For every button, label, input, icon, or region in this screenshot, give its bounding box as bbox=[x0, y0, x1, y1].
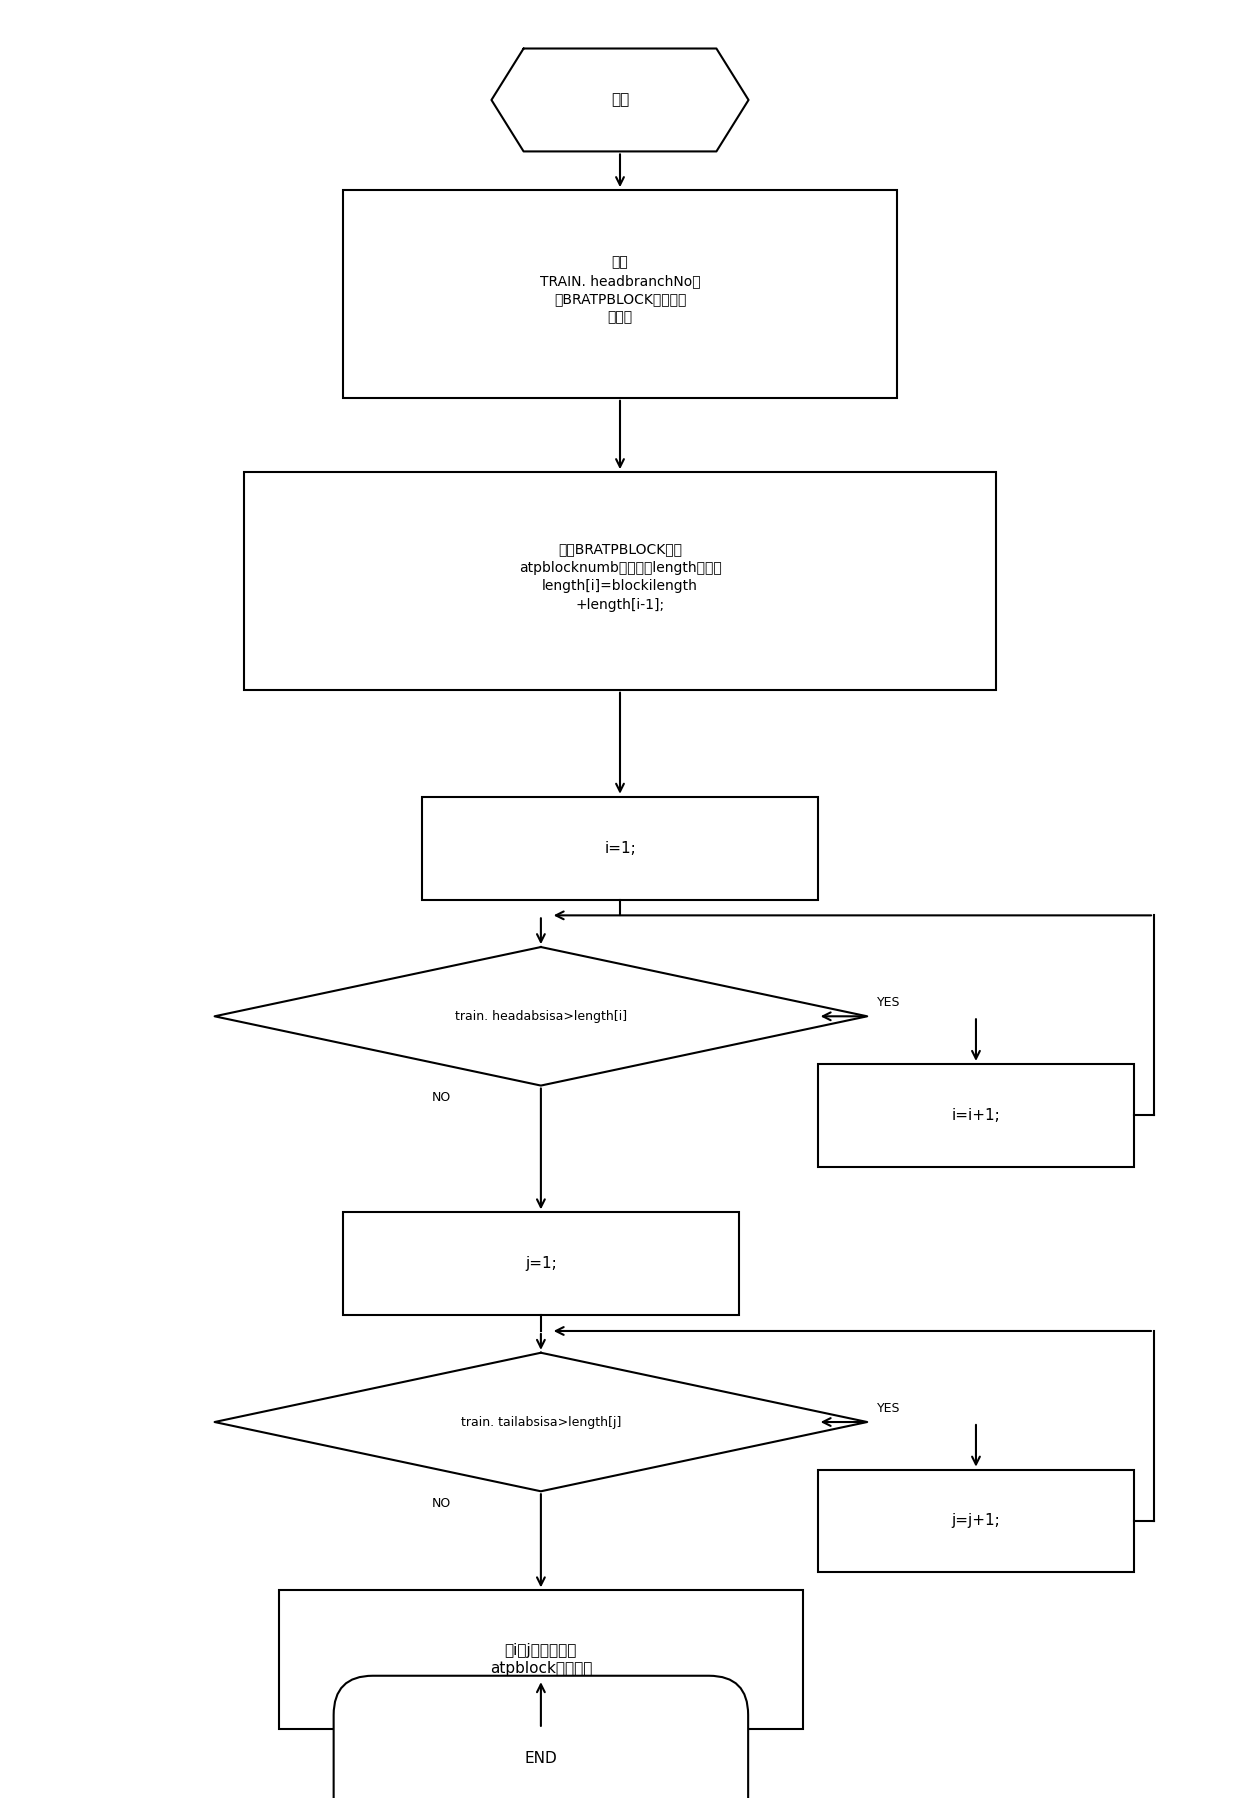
Text: END: END bbox=[525, 1751, 557, 1765]
Text: YES: YES bbox=[877, 996, 900, 1009]
Bar bbox=[343, 190, 897, 397]
Bar bbox=[817, 1063, 1135, 1166]
Bar bbox=[817, 1469, 1135, 1572]
Bar bbox=[279, 1590, 804, 1729]
Text: train. tailabsisa>length[j]: train. tailabsisa>length[j] bbox=[461, 1415, 621, 1428]
Text: j=1;: j=1; bbox=[525, 1256, 557, 1271]
FancyBboxPatch shape bbox=[334, 1675, 748, 1805]
Text: j=j+1;: j=j+1; bbox=[951, 1513, 1001, 1529]
Text: 根据BRATPBLOCK数组
atpblocknumb数量计算length数组：
length[i]=blockilength
+length[i-1];: 根据BRATPBLOCK数组 atpblocknumb数量计算length数组：… bbox=[518, 542, 722, 612]
Text: 将i到j之间的所有
atpblock置为占用: 将i到j之间的所有 atpblock置为占用 bbox=[490, 1643, 591, 1675]
Text: i=i+1;: i=i+1; bbox=[951, 1108, 1001, 1123]
Bar bbox=[244, 473, 996, 690]
Text: NO: NO bbox=[432, 1092, 451, 1105]
Text: i=1;: i=1; bbox=[604, 841, 636, 856]
Text: NO: NO bbox=[432, 1496, 451, 1511]
Text: YES: YES bbox=[877, 1402, 900, 1415]
Text: train. headabsisa>length[i]: train. headabsisa>length[i] bbox=[455, 1009, 627, 1023]
Text: 开始: 开始 bbox=[611, 92, 629, 108]
Text: 根据
TRAIN. headbranchNo找
到BRATPBLOCK数组对应
的数据: 根据 TRAIN. headbranchNo找 到BRATPBLOCK数组对应 … bbox=[539, 255, 701, 325]
Bar bbox=[423, 796, 817, 899]
Bar bbox=[343, 1213, 739, 1316]
